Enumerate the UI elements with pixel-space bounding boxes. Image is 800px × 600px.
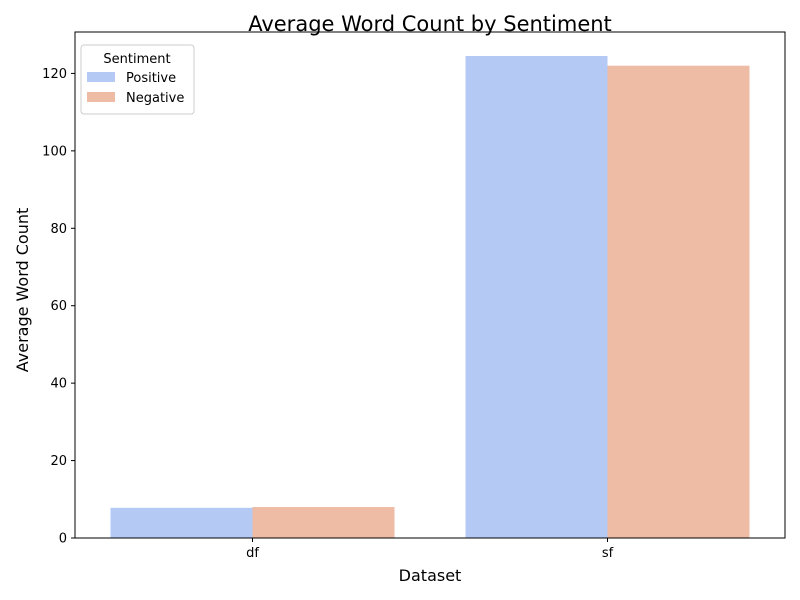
x-tick-label: sf bbox=[602, 546, 614, 561]
legend-title: Sentiment bbox=[103, 52, 170, 67]
y-tick-label: 0 bbox=[59, 532, 67, 547]
y-tick-label: 60 bbox=[50, 299, 67, 314]
y-tick-label: 120 bbox=[42, 67, 67, 82]
y-axis-label: Average Word Count bbox=[13, 208, 32, 373]
y-tick-label: 80 bbox=[50, 222, 67, 237]
plot-area-frame bbox=[74, 31, 786, 539]
x-axis: df sf bbox=[246, 538, 614, 561]
x-axis-label: Dataset bbox=[399, 566, 462, 585]
x-tick-label: df bbox=[246, 546, 259, 561]
legend: Sentiment Positive Negative bbox=[80, 44, 195, 115]
legend-entries: Positive Negative bbox=[87, 71, 184, 106]
y-tick-label: 20 bbox=[50, 454, 67, 469]
bars-layer bbox=[110, 56, 750, 539]
bar-negative-df bbox=[252, 507, 395, 538]
bar-positive-df bbox=[110, 507, 253, 538]
bar-positive-sf bbox=[465, 56, 608, 539]
legend-swatch-negative bbox=[87, 92, 115, 102]
legend-label-positive: Positive bbox=[126, 71, 176, 86]
bar-negative-sf bbox=[607, 65, 750, 539]
legend-swatch-positive bbox=[87, 72, 115, 82]
y-tick-label: 100 bbox=[42, 144, 67, 159]
y-axis: 0 20 40 60 80 100 120 bbox=[42, 67, 75, 547]
legend-label-negative: Negative bbox=[126, 91, 184, 106]
y-tick-label: 40 bbox=[50, 377, 67, 392]
